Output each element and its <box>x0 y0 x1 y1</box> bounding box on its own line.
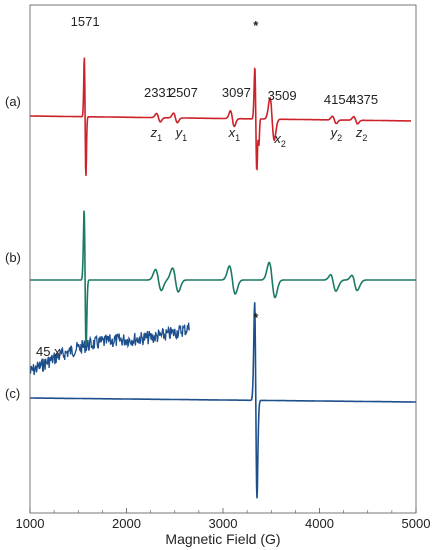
x-tick-label-3000: 3000 <box>209 516 238 531</box>
panel-label-b: (b) <box>5 250 21 265</box>
peak-label-4375: 4375 <box>349 92 378 107</box>
site-label-z2: z2 <box>355 125 368 143</box>
series-line-a <box>30 57 411 176</box>
inset-noise-line <box>29 322 190 376</box>
spectra-traces <box>29 57 416 499</box>
panel-label-a: (a) <box>5 94 21 109</box>
series-line-c <box>30 302 416 499</box>
series-line-b <box>30 210 416 350</box>
peak-label-3097: 3097 <box>222 85 251 100</box>
inset-label: 45 x <box>36 344 61 359</box>
chart-labels: 45 x (a) (b) (c) 1571 2331 z1 2507 y1 3097 x1 * 3509… <box>5 14 378 401</box>
peak-label-3509: 3509 <box>268 88 297 103</box>
x-axis: 1000 2000 3000 4000 5000 <box>16 4 431 531</box>
site-label-x2: x2 <box>273 131 286 149</box>
asterisk-marker-a: * <box>253 18 259 33</box>
x-tick-label-1000: 1000 <box>16 516 45 531</box>
peak-label-2331: 2331 <box>144 85 173 100</box>
peak-label-4154: 4154 <box>324 92 353 107</box>
site-label-y2: y2 <box>330 125 343 143</box>
peak-label-1571: 1571 <box>71 14 100 29</box>
asterisk-marker-c: * <box>253 310 259 325</box>
site-label-z1: z1 <box>150 125 163 143</box>
peak-label-2507: 2507 <box>169 85 198 100</box>
site-label-x1: x1 <box>228 125 241 143</box>
x-axis-title: Magnetic Field (G) <box>165 531 280 547</box>
x-tick-label-5000: 5000 <box>402 516 431 531</box>
plot-frame <box>29 4 417 514</box>
panel-label-c: (c) <box>5 386 20 401</box>
site-label-y1: y1 <box>175 125 188 143</box>
x-tick-label-2000: 2000 <box>112 516 141 531</box>
x-tick-label-4000: 4000 <box>305 516 334 531</box>
